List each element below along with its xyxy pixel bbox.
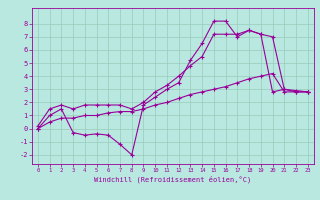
X-axis label: Windchill (Refroidissement éolien,°C): Windchill (Refroidissement éolien,°C)	[94, 176, 252, 183]
